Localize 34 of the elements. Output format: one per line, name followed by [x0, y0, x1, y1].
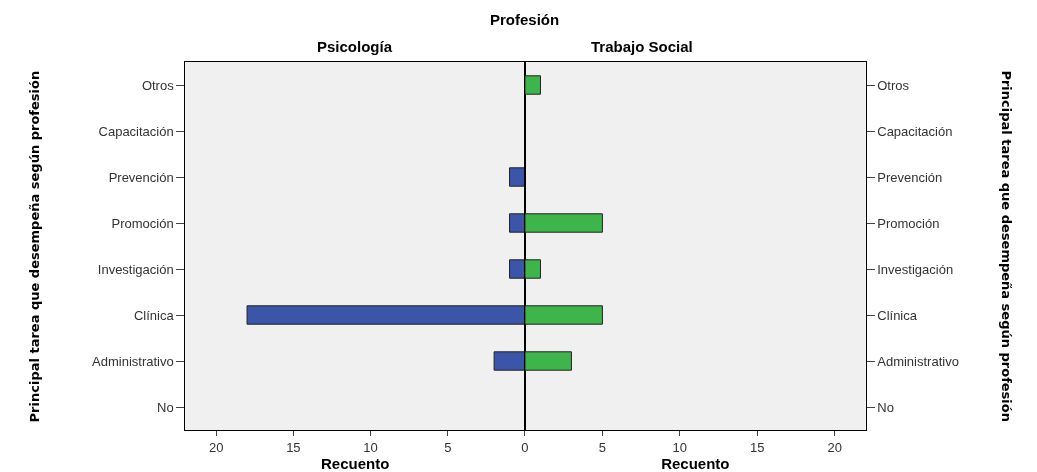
y-tick-label: Administrativo: [92, 353, 174, 369]
y-tick-label: Prevención: [877, 169, 943, 185]
x-tick-label: 15: [286, 439, 301, 455]
x-tick-label: 5: [444, 439, 452, 455]
y-tick-label: Capacitación: [877, 123, 953, 139]
x-tick-label: 20: [208, 439, 224, 455]
x-tick-label: 10: [672, 439, 688, 455]
y-tick-label: Capacitación: [98, 123, 174, 139]
y-tick-label: Otros: [877, 77, 910, 93]
y-tick-label: No: [157, 399, 174, 415]
x-axis-title: Recuento: [661, 454, 730, 472]
bar: [524, 75, 541, 95]
y-axis-title: Principal tarea que desempeña según profesión: [27, 70, 43, 423]
y-tick-label: Clínica: [133, 307, 175, 323]
x-tick-label: 0: [521, 439, 529, 455]
x-axis-title: Recuento: [320, 454, 390, 472]
y-tick-label: Promoción: [877, 215, 940, 231]
y-tick-label: Promoción: [111, 215, 174, 231]
x-tick-label: 20: [827, 439, 842, 455]
bar: [509, 167, 525, 187]
text: Profesión: [490, 11, 560, 28]
x-tick-label: 15: [750, 439, 765, 455]
y-tick-label: No: [877, 399, 894, 415]
chart-title: Trabajo Social: [591, 38, 693, 55]
x-tick-label: 5: [598, 439, 607, 455]
y-tick-label: Administrativo: [877, 353, 959, 369]
y-tick-label: Clínica: [877, 307, 918, 323]
y-tick-label: Prevención: [108, 169, 174, 185]
y-axis-title: Principal tarea que desempeña según profesión: [998, 70, 1014, 423]
chart-title: Psicología: [317, 38, 393, 55]
x-tick-label: 10: [363, 439, 378, 455]
y-tick-label: Investigación: [97, 261, 174, 277]
y-tick-label: Otros: [141, 77, 175, 93]
y-tick-label: Investigación: [877, 261, 954, 277]
